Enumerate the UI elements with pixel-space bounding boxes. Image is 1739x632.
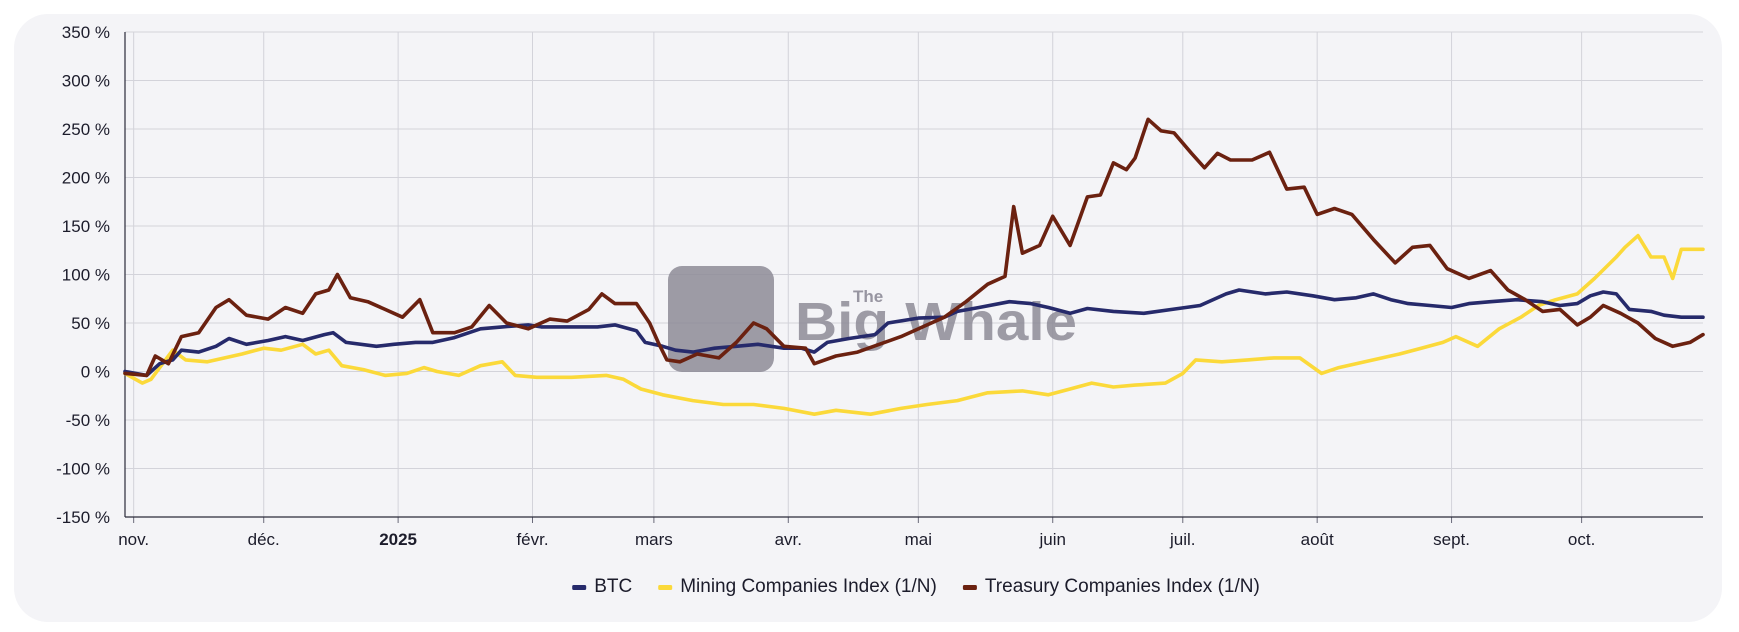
watermark-the: The <box>853 287 883 306</box>
legend-label: Mining Companies Index (1/N) <box>680 576 937 597</box>
y-tick-label: 350 % <box>62 23 110 42</box>
y-tick-label: 50 % <box>71 314 110 333</box>
legend-swatch <box>962 585 977 590</box>
x-tick-labels: nov. déc. 2025 févr. mars avr. mai juin juil. aoû… <box>118 530 1595 549</box>
watermark: The Big Whale <box>668 266 1077 372</box>
x-tick-label: déc. <box>248 530 280 549</box>
x-tick-label: 2025 <box>379 530 417 549</box>
legend-item: BTC <box>572 576 632 597</box>
y-tick-label: 0 % <box>81 363 110 382</box>
x-tick-label: oct. <box>1568 530 1595 549</box>
legend-item: Mining Companies Index (1/N) <box>658 576 937 597</box>
y-tick-label: 150 % <box>62 217 110 236</box>
x-tick-label: nov. <box>118 530 149 549</box>
series-line <box>123 233 1705 417</box>
x-tick-label: avr. <box>775 530 802 549</box>
x-tick-label: mai <box>905 530 932 549</box>
legend-label: BTC <box>594 576 632 597</box>
y-tick-label: -100 % <box>56 460 110 479</box>
axes <box>124 32 1703 523</box>
y-tick-label: 200 % <box>62 169 110 188</box>
grid <box>125 31 1703 518</box>
y-tick-label: 100 % <box>62 266 110 285</box>
legend-item: Treasury Companies Index (1/N) <box>962 576 1260 597</box>
x-tick-label: juin <box>1038 530 1065 549</box>
y-tick-label: -150 % <box>56 508 110 527</box>
chart-card <box>14 14 1722 622</box>
legend-swatch <box>658 585 673 590</box>
x-tick-label: févr. <box>516 530 548 549</box>
legend-label: Treasury Companies Index (1/N) <box>985 576 1260 597</box>
y-tick-label: 300 % <box>62 72 110 91</box>
series-layer <box>123 117 1705 417</box>
x-tick-label: mars <box>635 530 673 549</box>
series-line <box>123 288 1705 378</box>
legend-swatch <box>572 585 587 590</box>
legend: BTC Mining Companies Index (1/N) Treasury … <box>572 576 1260 597</box>
y-tick-label: -50 % <box>66 411 110 430</box>
y-tick-label: 250 % <box>62 120 110 139</box>
y-tick-labels: 350 % 300 % 250 % 200 % 150 % 100 % 50 % 0 % -50… <box>56 23 110 527</box>
x-tick-label: juil. <box>1169 530 1196 549</box>
x-tick-label: sept. <box>1433 530 1470 549</box>
x-tick-label: août <box>1301 530 1334 549</box>
series-line <box>123 117 1705 378</box>
